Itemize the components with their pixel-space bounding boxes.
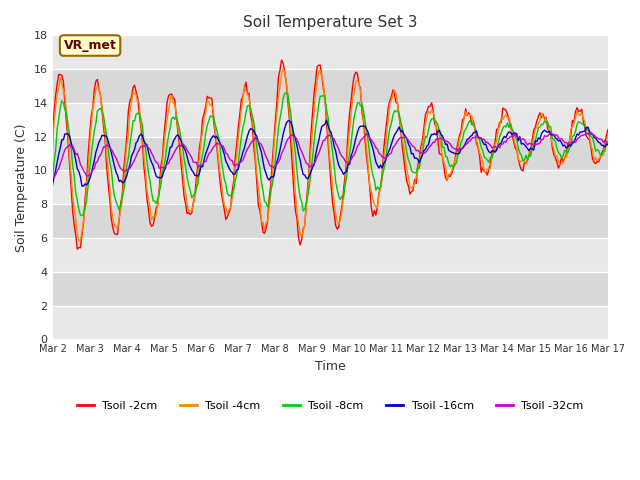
Tsoil -2cm	[604, 127, 612, 132]
Bar	[52, 238, 608, 272]
Tsoil -16cm	[323, 117, 330, 123]
Tsoil -32cm	[116, 166, 124, 171]
Bar	[52, 170, 608, 204]
Tsoil -8cm	[244, 103, 252, 108]
Tsoil -4cm	[244, 91, 252, 96]
Tsoil -32cm	[214, 141, 222, 147]
Tsoil -2cm	[49, 132, 56, 137]
Line: Tsoil -4cm: Tsoil -4cm	[52, 70, 608, 241]
Tsoil -8cm	[49, 175, 56, 181]
Tsoil -16cm	[118, 180, 126, 185]
Tsoil -8cm	[234, 161, 242, 167]
Bar	[52, 36, 608, 69]
Tsoil -2cm	[118, 193, 126, 199]
Tsoil -32cm	[49, 176, 56, 181]
Tsoil -8cm	[294, 183, 302, 189]
Line: Tsoil -2cm: Tsoil -2cm	[52, 60, 608, 249]
Tsoil -4cm	[49, 145, 56, 151]
Tsoil -8cm	[118, 195, 126, 201]
Tsoil -2cm	[576, 108, 584, 114]
Tsoil -16cm	[79, 183, 87, 189]
Tsoil -16cm	[244, 133, 252, 139]
Tsoil -4cm	[216, 167, 223, 173]
Title: Soil Temperature Set 3: Soil Temperature Set 3	[243, 15, 417, 30]
Tsoil -16cm	[576, 129, 584, 135]
Tsoil -2cm	[278, 57, 285, 63]
Line: Tsoil -32cm: Tsoil -32cm	[52, 132, 608, 179]
Tsoil -8cm	[576, 120, 584, 125]
Tsoil -4cm	[118, 198, 126, 204]
Tsoil -2cm	[234, 125, 242, 131]
Tsoil -4cm	[294, 221, 302, 227]
Tsoil -32cm	[242, 149, 250, 155]
X-axis label: Time: Time	[315, 360, 346, 373]
Line: Tsoil -16cm: Tsoil -16cm	[52, 120, 608, 186]
Tsoil -4cm	[576, 112, 584, 118]
Bar	[52, 306, 608, 339]
Tsoil -2cm	[244, 92, 252, 97]
Tsoil -8cm	[604, 143, 612, 148]
Legend: Tsoil -2cm, Tsoil -4cm, Tsoil -8cm, Tsoil -16cm, Tsoil -32cm: Tsoil -2cm, Tsoil -4cm, Tsoil -8cm, Tsoi…	[72, 396, 588, 416]
Tsoil -8cm	[282, 90, 290, 96]
Tsoil -16cm	[216, 139, 223, 145]
Tsoil -8cm	[216, 140, 223, 145]
Tsoil -16cm	[49, 182, 56, 188]
Tsoil -32cm	[292, 134, 300, 140]
Tsoil -16cm	[604, 142, 612, 147]
Tsoil -2cm	[74, 246, 81, 252]
Tsoil -16cm	[234, 167, 242, 172]
Tsoil -2cm	[216, 175, 223, 180]
Tsoil -8cm	[78, 213, 86, 218]
Line: Tsoil -8cm: Tsoil -8cm	[52, 93, 608, 216]
Tsoil -32cm	[573, 136, 581, 142]
Tsoil -32cm	[233, 161, 241, 167]
Tsoil -4cm	[234, 135, 242, 141]
Tsoil -32cm	[604, 139, 612, 145]
Tsoil -32cm	[587, 130, 595, 135]
Tsoil -16cm	[293, 143, 301, 149]
Tsoil -4cm	[604, 131, 612, 137]
Text: VR_met: VR_met	[63, 39, 116, 52]
Bar	[52, 103, 608, 137]
Tsoil -2cm	[294, 235, 302, 241]
Y-axis label: Soil Temperature (C): Soil Temperature (C)	[15, 123, 28, 252]
Tsoil -4cm	[279, 67, 287, 72]
Tsoil -4cm	[75, 238, 83, 244]
